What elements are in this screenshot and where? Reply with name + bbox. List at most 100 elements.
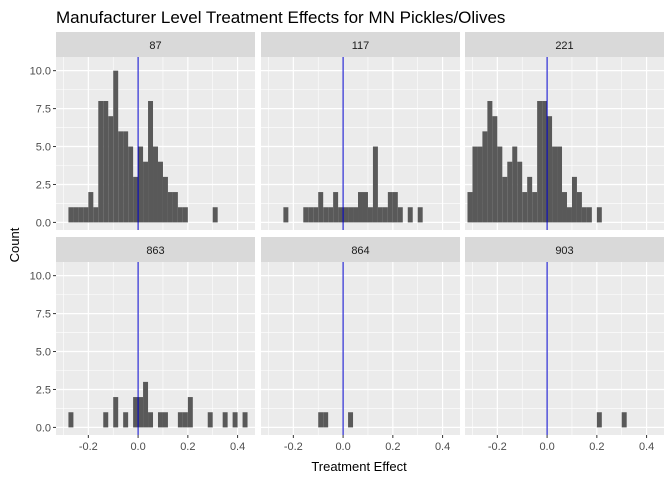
histogram-bar [532,192,538,223]
x-tick-label: -0.2 [79,441,98,453]
y-tick-label: 2.5 [36,179,51,191]
x-tick-label: -0.2 [488,441,507,453]
histogram-bar [333,192,339,223]
histogram-bar [502,176,508,223]
x-axis-col-1: -0.2 0.0 0.2 0.4 [79,435,245,453]
histogram-bar [397,207,403,223]
histogram-bar [596,207,602,223]
x-tick-label: 0.4 [639,441,654,453]
facet-87-bars [68,70,218,223]
histogram-bar [343,207,349,223]
histogram-bar [138,146,144,223]
facet-864-background [261,262,460,435]
histogram-bar [537,101,543,223]
x-tick-label: 0.0 [130,441,145,453]
histogram-bar [313,207,319,223]
histogram-bar [527,176,533,223]
facet-117-panel: 117 [261,32,460,230]
facet-221-strip [465,32,664,57]
x-axis-col-2: -0.2 0.0 0.2 0.4 [284,435,450,453]
histogram-bar [562,192,567,223]
histogram-bar [232,412,238,428]
histogram-bar [103,101,109,223]
facet-117-strip-label: 117 [352,40,370,52]
histogram-bar [113,397,119,428]
histogram-bar [182,412,188,428]
histogram-bar [557,146,563,223]
histogram-bar [177,207,183,223]
histogram-bar [148,412,154,428]
histogram-bar [328,207,334,223]
facet-863-grid [56,262,255,435]
x-tick-label: -0.2 [284,441,303,453]
histogram-bar [338,207,344,223]
x-axes: -0.2 0.0 0.2 0.4 -0.2 0.0 0.2 0.4 -0.2 0.0 0.2 0.4 [79,435,654,453]
histogram-bar [482,131,488,223]
facet-863-panel: 863 [56,237,255,435]
histogram-bar [118,131,124,223]
histogram-bar [73,207,79,223]
histogram-bar [157,161,163,223]
histogram-bar [113,70,119,223]
histogram-bar [157,412,163,428]
facet-863-bars [68,381,248,428]
y-axis-row-2: 0.0 2.5 5.0 7.5 10.0 [30,271,56,434]
histogram-bar [507,161,513,223]
x-tick-label: 0.0 [335,441,350,453]
histogram-bar [108,116,114,223]
facet-903-bars [596,412,627,428]
y-axis-row-1: 0.0 2.5 5.0 7.5 10.0 [30,66,56,229]
histogram-bar [177,412,183,428]
histogram-bar [283,207,289,223]
histogram-bar [182,207,188,223]
facet-903-panel: 903 [465,237,664,435]
histogram-bar [78,207,84,223]
y-tick-label: 2.5 [36,384,51,396]
histogram-bar [387,192,393,223]
histogram-bar [128,146,134,223]
histogram-bar [566,207,572,223]
histogram-bar [207,412,213,428]
histogram-bar [487,101,493,223]
chart-title: Manufacturer Level Treatment Effects for… [56,8,505,27]
facet-87-strip-label: 87 [149,40,161,52]
histogram-bar [467,192,473,223]
facet-863-strip [56,237,255,262]
y-tick-label: 10.0 [30,271,51,283]
x-axis-col-3: -0.2 0.0 0.2 0.4 [488,435,654,453]
histogram-bar [581,207,587,223]
x-tick-label: 0.2 [180,441,195,453]
y-tick-label: 0.0 [36,422,51,434]
histogram-bar [318,412,324,428]
histogram-bar [88,192,94,223]
histogram-bar [162,176,168,223]
facet-221-bars [467,101,602,223]
histogram-bar [372,146,378,223]
histogram-bar [497,146,503,223]
facet-221-panel: 221 [465,32,664,230]
y-axes: 0.0 2.5 5.0 7.5 10.0 0.0 2.5 5.0 7.5 10.0 [30,66,56,434]
facet-87-panel: 87 [56,32,255,230]
histogram-bar [517,161,523,223]
histogram-bar [323,207,329,223]
histogram-bar [522,192,528,223]
histogram-bar [407,207,413,223]
facet-864-strip [261,237,460,262]
histogram-bar [596,412,602,428]
histogram-bar [172,192,178,223]
facet-903-strip-label: 903 [555,245,573,257]
histogram-bar [98,101,104,223]
histogram-bar [392,192,398,223]
y-tick-label: 7.5 [36,309,51,321]
x-tick-label: 0.2 [385,441,400,453]
histogram-bar [133,397,139,428]
y-tick-label: 0.0 [36,217,51,229]
histogram-bar [377,207,383,223]
x-tick-label: 0.2 [589,441,604,453]
histogram-bar [348,412,354,428]
histogram-bar [153,146,158,223]
histogram-bar [162,412,168,428]
histogram-bar [353,207,359,223]
histogram-bar [103,412,109,428]
